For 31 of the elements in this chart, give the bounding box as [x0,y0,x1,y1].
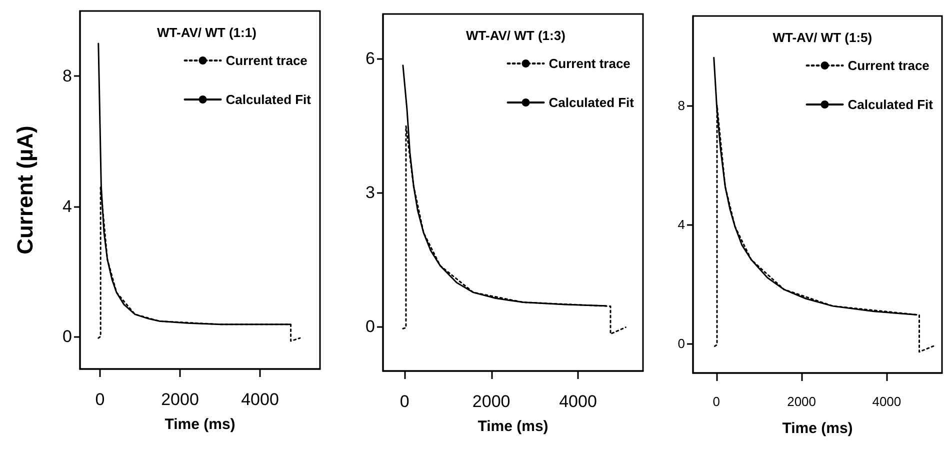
y-tick-label: 4 [62,196,72,216]
x-tick-label: 4000 [241,390,279,409]
y-tick-label: 8 [62,66,72,86]
legend-label: Calculated Fit [848,97,934,112]
x-tick-label: 2000 [161,390,199,409]
legend-title: WT-AV/ WT (1:1) [157,25,256,40]
y-axis-title: Current (µA) [12,126,38,254]
legend-title: WT-AV/ WT (1:3) [466,28,566,43]
y-tick-label: 0 [366,316,375,336]
x-tick-label: 2000 [472,392,510,411]
x-tick-label: 4000 [559,392,597,411]
x-axis-title: Time (ms) [164,416,236,433]
x-tick-label: 4000 [872,394,902,409]
legend-label: Current trace [548,56,630,71]
legend-label: Calculated Fit [548,95,635,110]
y-tick-label: 0 [62,326,72,346]
x-axis-title: Time (ms) [782,420,853,437]
y-tick-label: 6 [366,49,375,68]
x-tick-label: 2000 [787,394,816,409]
y-tick-label: 8 [678,98,685,113]
x-tick-label: 0 [400,392,410,411]
x-tick-label: 0 [95,390,105,409]
legend-label: Current trace [848,58,930,73]
x-tick-label: 0 [712,394,720,409]
y-tick-label: 4 [678,216,685,232]
legend-title: WT-AV/ WT (1:5) [772,30,872,45]
legend-label: Calculated Fit [226,92,312,107]
y-tick-label: 0 [678,336,685,351]
legend-label: Current trace [226,53,308,68]
x-axis-title: Time (ms) [478,418,548,435]
y-tick-label: 3 [366,183,375,202]
